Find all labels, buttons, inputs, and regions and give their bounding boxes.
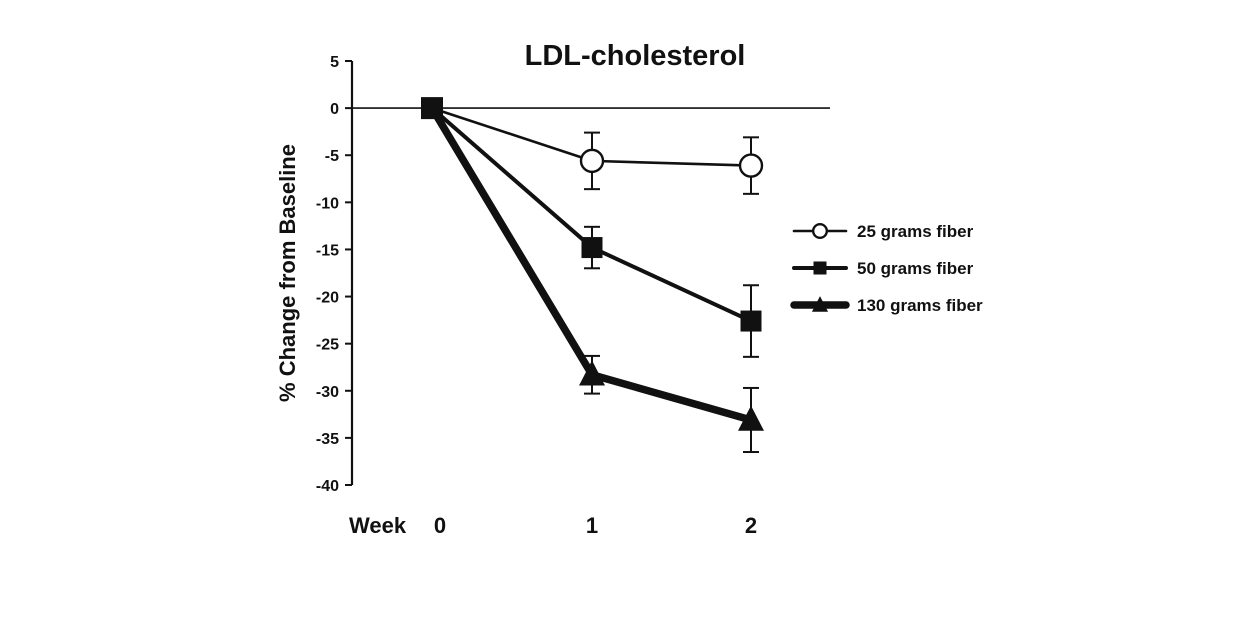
baseline-point (421, 97, 443, 120)
legend-item: 25 grams fiber (792, 222, 974, 241)
x-tick-label: 1 (586, 513, 598, 538)
y-tick-label: -40 (316, 478, 339, 495)
y-axis-label: % Change from Baseline (275, 144, 300, 402)
data-point (579, 360, 605, 386)
y-tick-label: -20 (316, 290, 339, 307)
data-point (738, 153, 764, 178)
data-point (740, 310, 762, 332)
legend: 25 grams fiber 50 grams fiber 130 grams fi… (790, 222, 983, 315)
y-tick-label: -35 (316, 431, 339, 448)
y-tick-label: -15 (316, 242, 339, 259)
legend-label: 130 grams fiber (857, 296, 983, 315)
legend-marker (813, 261, 827, 275)
y-tick-label: 5 (330, 54, 339, 71)
y-tick-label: -25 (316, 337, 339, 354)
x-axis-prefix: Week (349, 513, 407, 538)
data-point (581, 237, 603, 259)
data-point (738, 405, 764, 431)
series-group (430, 106, 764, 195)
y-tick-label: -10 (316, 195, 339, 212)
chart-title: LDL-cholesterol (525, 40, 746, 72)
series-group (430, 106, 762, 358)
legend-label: 50 grams fiber (857, 259, 974, 278)
legend-label: 25 grams fiber (857, 222, 974, 241)
y-tick-label: -5 (325, 148, 339, 165)
y-tick-label: 0 (330, 101, 339, 118)
legend-marker (811, 296, 829, 312)
series-group (428, 104, 764, 454)
legend-item: 130 grams fiber (790, 296, 983, 315)
x-tick-label: 2 (745, 513, 757, 538)
data-point (579, 148, 605, 174)
legend-item: 50 grams fiber (792, 259, 974, 278)
axes: 5 0 -5 -10 -15 -20 -25 -30 -35 -40 0 1 2 (316, 54, 830, 538)
series-layer (421, 97, 764, 454)
legend-marker (811, 222, 829, 240)
x-tick-label: 0 (434, 513, 446, 538)
y-tick-label: -30 (316, 384, 339, 401)
